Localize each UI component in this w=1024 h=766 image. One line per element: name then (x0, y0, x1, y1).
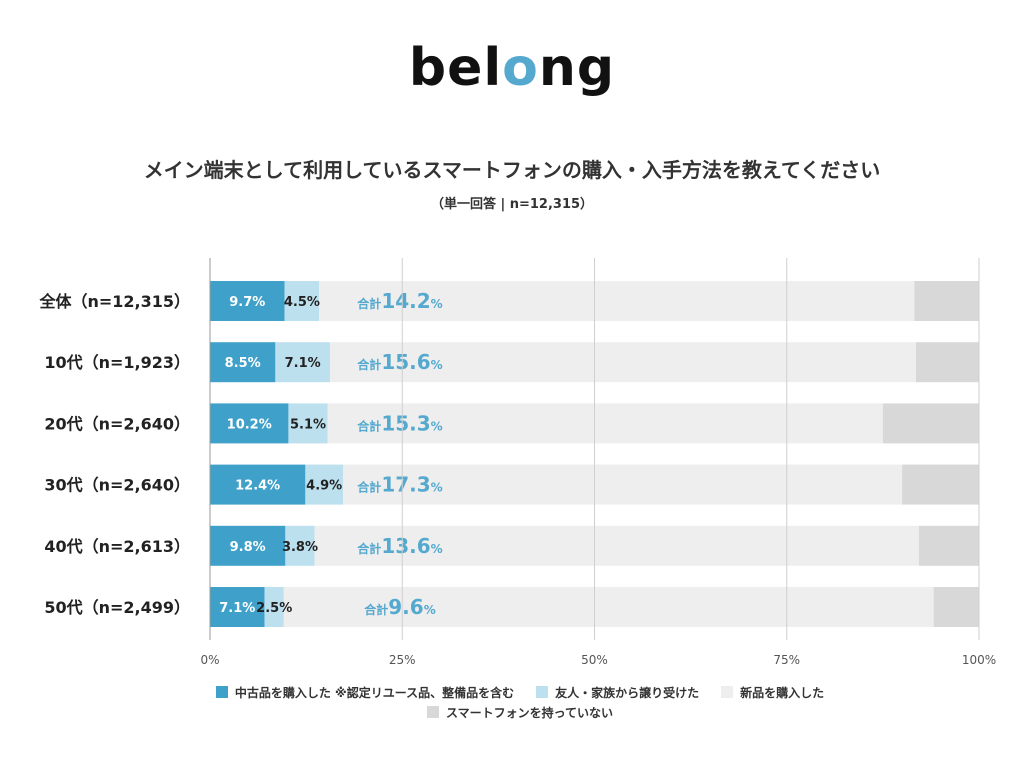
x-tick-label: 0% (200, 653, 219, 667)
chart-title: メイン端末として利用しているスマートフォンの購入・入手方法を教えてください (143, 158, 881, 182)
category-label: 10代（n=1,923） (44, 353, 190, 372)
chart-subtitle: （単一回答 | n=12,315） (430, 197, 594, 212)
bar-segment (210, 403, 289, 444)
legend-swatch-new (721, 686, 734, 698)
legend-swatch-none (426, 706, 439, 718)
legend-swatch-friends (536, 686, 549, 698)
category-label: 30代（n=2,640） (44, 476, 190, 495)
bar-segment (329, 342, 916, 383)
category-label: 20代（n=2,640） (44, 414, 190, 433)
total-label: 合計17.3% (357, 473, 442, 497)
bar-segment (210, 464, 306, 505)
brand-logo: belong (408, 38, 616, 98)
bar-segment (275, 342, 330, 383)
bar-segment (319, 281, 915, 321)
bar-segment (882, 403, 979, 444)
bar-segment (919, 525, 979, 566)
legend-item-none: スマートフォンを持っていない (426, 704, 614, 721)
data-label: 2.5% (256, 601, 292, 616)
chart-legend: 中古品を購入した ※認定リユース品、整備品を含む 友人・家族から譲り受けた 新品… (130, 682, 910, 722)
data-label: 4.5% (284, 295, 320, 310)
data-label: 9.7% (229, 295, 265, 310)
legend-item-used: 中古品を購入した ※認定リユース品、整備品を含む (215, 684, 515, 701)
bar-segment (210, 525, 286, 566)
data-label: 7.1% (219, 601, 255, 616)
x-tick-label: 25% (389, 653, 416, 667)
x-tick-label: 50% (581, 653, 608, 667)
total-label: 合計15.3% (357, 411, 442, 435)
bar-segment (327, 403, 883, 444)
data-label: 4.9% (306, 479, 342, 494)
total-label: 合計15.6% (357, 350, 442, 374)
legend-label-friends: 友人・家族から譲り受けた (555, 685, 700, 700)
bar-segment (288, 403, 328, 444)
x-tick-label: 75% (773, 653, 800, 667)
total-label: 合計9.6% (364, 595, 435, 619)
data-label: 3.8% (282, 540, 318, 555)
data-label: 10.2% (227, 417, 272, 432)
data-label: 9.8% (230, 540, 266, 555)
bar-segment (933, 587, 979, 627)
category-label: 50代（n=2,499） (44, 598, 190, 617)
bar-segment (264, 587, 284, 627)
legend-swatch-used (215, 686, 228, 698)
total-label: 合計13.6% (357, 534, 442, 558)
data-label: 12.4% (235, 479, 280, 494)
bar-segment (284, 281, 320, 321)
total-label: 合計14.2% (357, 289, 442, 313)
bar-segment (210, 281, 285, 321)
bar-segment (902, 464, 979, 505)
bar-segment (285, 525, 315, 566)
bar-segment (314, 525, 920, 566)
data-label: 5.1% (290, 417, 326, 432)
bar-segment (914, 281, 979, 321)
bar-segment (343, 464, 903, 505)
legend-label-new: 新品を購入した (740, 685, 825, 700)
bar-segment (283, 587, 934, 627)
data-label: 7.1% (285, 356, 321, 371)
legend-label-used: 中古品を購入した ※認定リユース品、整備品を含む (234, 685, 515, 700)
data-label: 8.5% (225, 356, 261, 371)
stacked-bar-chart: 全体（n=12,315） 9.7% 4.5% 合計14.2% 10代（n=1,923） 8… (38, 258, 996, 667)
bar-segment (210, 342, 276, 383)
legend-item-new: 新品を購入した (721, 684, 824, 701)
bar-segment (210, 587, 265, 627)
legend-item-friends: 友人・家族から譲り受けた (536, 684, 699, 701)
bar-segment (915, 342, 979, 383)
legend-label-none: スマートフォンを持っていない (445, 705, 614, 720)
category-label: 全体（n=12,315） (38, 292, 190, 311)
x-tick-label: 100% (962, 653, 996, 667)
bar-segment (305, 464, 344, 505)
category-label: 40代（n=2,613） (44, 537, 190, 556)
